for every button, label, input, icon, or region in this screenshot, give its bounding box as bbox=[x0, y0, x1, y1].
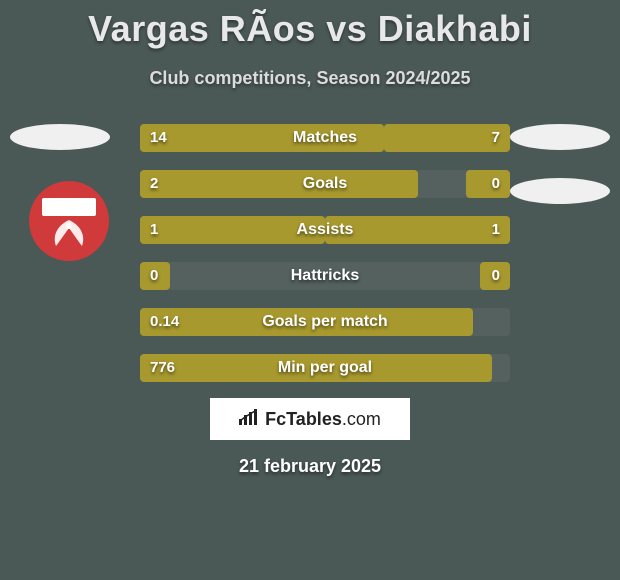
right-oval-2 bbox=[510, 178, 610, 204]
stat-row: 147Matches bbox=[140, 124, 510, 152]
stat-label: Goals bbox=[140, 170, 510, 198]
right-oval-1 bbox=[510, 124, 610, 150]
comparison-card: Vargas RÃ­os vs Diakhabi Club competitio… bbox=[0, 0, 620, 580]
stat-row: 776Min per goal bbox=[140, 354, 510, 382]
stat-label: Matches bbox=[140, 124, 510, 152]
stat-row: 0.14Goals per match bbox=[140, 308, 510, 336]
page-subtitle: Club competitions, Season 2024/2025 bbox=[0, 68, 620, 89]
snapshot-date: 21 february 2025 bbox=[0, 456, 620, 477]
stat-row: 11Assists bbox=[140, 216, 510, 244]
stat-row: 00Hattricks bbox=[140, 262, 510, 290]
brand-name: FcTables bbox=[265, 409, 342, 430]
brand-badge: FcTables.com bbox=[210, 398, 410, 440]
chart-icon bbox=[239, 409, 259, 430]
club-badge-dfco: DFCO bbox=[28, 180, 110, 262]
left-oval-1 bbox=[10, 124, 110, 150]
stats-bars: 147Matches 20Goals 11Assists 00Hattricks 0.1… bbox=[140, 124, 510, 400]
stat-label: Goals per match bbox=[140, 308, 510, 336]
stat-row: 20Goals bbox=[140, 170, 510, 198]
page-title: Vargas RÃ­os vs Diakhabi bbox=[0, 0, 620, 50]
brand-suffix: .com bbox=[342, 409, 381, 430]
stat-label: Min per goal bbox=[140, 354, 510, 382]
stat-label: Assists bbox=[140, 216, 510, 244]
stat-label: Hattricks bbox=[140, 262, 510, 290]
badge-text: DFCO bbox=[42, 196, 97, 216]
